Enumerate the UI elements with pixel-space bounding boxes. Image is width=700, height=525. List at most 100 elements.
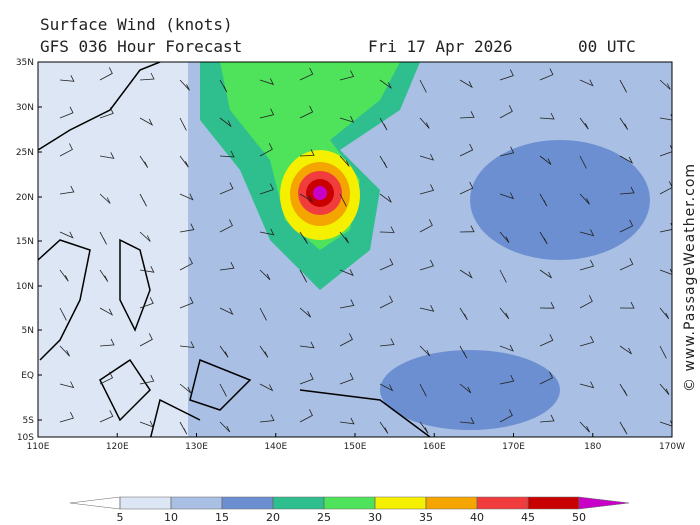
lon-label: 160E [423,442,446,452]
wind-barb [579,421,590,433]
lon-label: 170E [502,442,525,452]
coastline [38,62,431,437]
wind-barb [179,383,192,394]
wind-barb [339,193,347,207]
wind-barb [579,229,595,237]
wind-barb [379,226,395,233]
wind-barb [619,219,634,233]
wind-barb [259,269,271,281]
wind-barb [539,68,554,81]
wind-barb [539,269,552,279]
wind-barb [99,307,114,316]
wind-barb [179,257,193,271]
wind-barb [539,193,548,207]
wind-barb [179,223,195,233]
wind-barb [59,75,75,82]
wind-barb [139,193,147,207]
wind-barb [179,193,194,201]
wind-barb [139,374,155,385]
lat-label: 15N [16,237,34,247]
wind-barb [499,374,515,385]
colorbar-label: 5 [117,511,124,524]
wind-barb [539,334,554,347]
wind-barb [579,193,590,205]
wind-barb [99,107,114,119]
wind-barb [619,117,629,130]
wind-barb [659,307,670,320]
colorbar-label: 40 [470,511,484,524]
wind-barb [419,345,431,357]
wind-barb [539,231,548,245]
forecast-time: 00 UTC [578,37,636,56]
wind-barb [379,383,394,392]
wind-barb [139,155,149,168]
wind-barb [219,219,233,233]
wind-barb [99,269,109,282]
wind-barb [259,183,274,195]
wind-barb [179,155,189,168]
wind-barb [539,302,555,309]
wind-barb [339,372,354,385]
wind-barb [299,307,311,318]
wind-barb [339,115,355,123]
wind-barb [339,70,355,81]
wind-barb [99,152,115,159]
wind-barb [339,269,354,277]
wind-barb [99,371,114,385]
wind-barb [299,149,315,157]
colorbar-label: 30 [368,511,382,524]
wind-barb [459,417,475,424]
wind-barb [219,79,228,93]
wind-barb [539,414,555,423]
wind-barb [59,381,75,389]
wind-barb [419,219,433,233]
wind-barb [259,307,267,321]
colorbar-label: 15 [215,511,229,524]
wind-barb [99,338,115,347]
wind-barb [219,150,235,158]
colorbar-swatch [221,496,274,510]
wind-barb [419,383,427,397]
wind-barb [499,344,514,352]
wind-barb [59,345,70,357]
colorbar: 5 10 15 20 25 30 35 40 45 50 [69,496,630,524]
title: Surface Wind (knots) [40,15,233,34]
wind-barb [219,345,229,358]
wind-barb [179,341,195,348]
wind-barb [579,335,595,347]
lon-label: 120E [106,442,129,452]
wind-barb [459,307,468,321]
wind-barb [499,269,507,283]
wind-field [380,350,560,430]
wind-barb [459,345,468,359]
colorbar-label: 45 [521,511,535,524]
lat-label: 5N [22,326,34,336]
wind-barb [139,72,155,81]
colorbar-swatch [374,496,427,510]
wind-barb [379,155,388,169]
colorbar-label: 50 [572,511,586,524]
wind-barb [379,79,392,89]
wind-barb [339,155,350,167]
wind-field [470,140,650,260]
wind-barb [299,372,314,385]
wind-barb [59,269,69,282]
colorbar-high [578,496,630,510]
wind-barb [299,193,313,203]
wind-barb [259,414,275,423]
wind-barbs [59,67,672,435]
wind-barb [99,67,113,81]
lat-label: 30N [16,103,34,113]
wind-barb [339,299,355,309]
wind-barb [459,225,475,233]
wind-barb [379,421,389,434]
wind-barb [219,262,235,271]
colorbar-label: 10 [164,511,178,524]
wind-barb [299,231,308,245]
wind-barb [299,409,313,423]
wind-barb [459,111,475,119]
wind-barb [419,184,435,195]
colorbar-swatch [425,496,478,510]
wind-barb [339,333,353,347]
